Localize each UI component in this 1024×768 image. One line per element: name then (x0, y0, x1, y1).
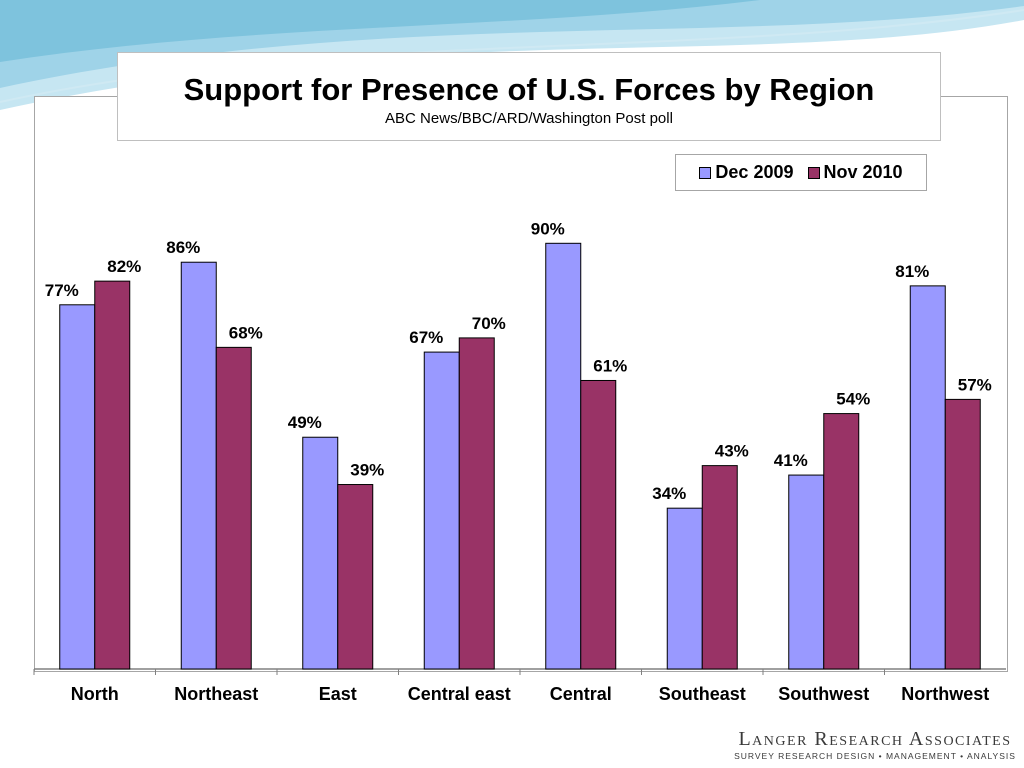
data-label-nov-2010-east: 39% (350, 461, 384, 480)
data-label-nov-2010-southwest: 54% (836, 390, 870, 409)
data-label-dec-2009-northwest: 81% (895, 262, 929, 281)
bar-nov-2010-northeast (215, 346, 252, 670)
category-label-central: Central (550, 684, 612, 704)
chart-title: Support for Presence of U.S. Forces by R… (183, 72, 875, 107)
legend-label-nov-2010: Nov 2010 (823, 162, 903, 182)
data-label-nov-2010-north: 82% (107, 257, 141, 276)
category-label-north: North (71, 684, 119, 704)
data-label-nov-2010-central-east: 70% (472, 314, 506, 333)
legend-swatch-nov-2010 (807, 166, 820, 179)
data-label-nov-2010-southeast: 43% (715, 442, 749, 461)
bar-dec-2009-southeast (666, 507, 703, 670)
legend-entry-dec-2009: Dec 2009 (699, 162, 794, 183)
data-label-dec-2009-southeast: 34% (652, 484, 686, 503)
bar-nov-2010-north (94, 280, 131, 670)
data-label-dec-2009-central: 90% (531, 219, 565, 238)
bar-nov-2010-central-east (458, 337, 495, 670)
legend-label-dec-2009: Dec 2009 (715, 162, 794, 182)
data-label-dec-2009-central-east: 67% (409, 328, 443, 347)
category-label-southwest: Southwest (778, 684, 869, 704)
data-label-nov-2010-northwest: 57% (958, 375, 992, 394)
category-label-northeast: Northeast (174, 684, 258, 704)
bar-dec-2009-central (545, 242, 582, 670)
data-label-dec-2009-northeast: 86% (166, 238, 200, 257)
category-label-southeast: Southeast (659, 684, 746, 704)
chart-subtitle: ABC News/BBC/ARD/Washington Post poll (385, 110, 673, 127)
bar-nov-2010-southwest (823, 413, 860, 670)
brand-tagline: SURVEY RESEARCH DESIGN • MANAGEMENT • AN… (734, 751, 1016, 761)
bar-dec-2009-north (59, 304, 96, 670)
bar-dec-2009-east (302, 436, 339, 670)
bar-nov-2010-southeast (701, 465, 738, 670)
bar-dec-2009-northwest (909, 285, 946, 670)
data-label-dec-2009-east: 49% (288, 413, 322, 432)
bar-dec-2009-southwest (788, 474, 825, 670)
title-box: Support for Presence of U.S. Forces by R… (117, 52, 941, 141)
bar-nov-2010-central (580, 379, 617, 670)
category-label-east: East (319, 684, 357, 704)
bar-nov-2010-northwest (944, 398, 981, 670)
category-label-central-east: Central east (408, 684, 511, 704)
brand-name: Langer Research Associates (738, 728, 1012, 750)
data-label-nov-2010-northeast: 68% (229, 323, 263, 342)
data-label-nov-2010-central: 61% (593, 356, 627, 375)
legend-entry-nov-2010: Nov 2010 (807, 162, 903, 183)
bar-dec-2009-northeast (180, 261, 217, 670)
legend-swatch-dec-2009 (699, 166, 712, 179)
bar-nov-2010-east (337, 484, 374, 670)
data-label-dec-2009-southwest: 41% (774, 451, 808, 470)
legend: Dec 2009 Nov 2010 (675, 154, 927, 191)
bar-dec-2009-central-east (423, 351, 460, 670)
brand-logo: Langer Research Associates SURVEY RESEAR… (730, 728, 1020, 762)
data-label-dec-2009-north: 77% (45, 281, 79, 300)
category-label-northwest: Northwest (901, 684, 989, 704)
